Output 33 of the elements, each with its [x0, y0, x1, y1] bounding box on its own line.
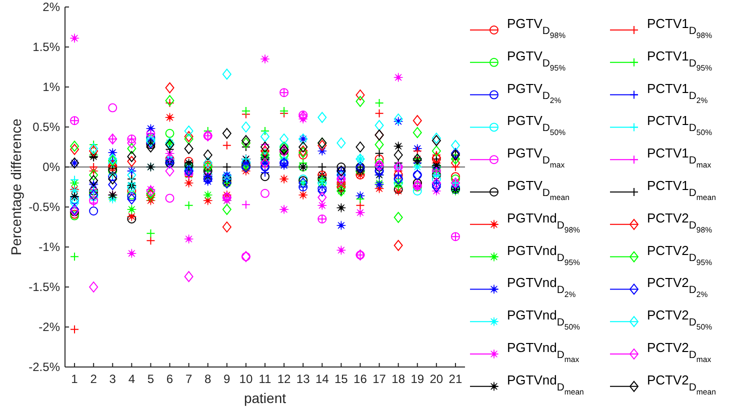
- y-tick-label: 1.5%: [32, 40, 60, 54]
- x-tick-label: 17: [372, 372, 386, 386]
- x-tick-label: 11: [258, 372, 272, 386]
- x-tick-label: 20: [430, 372, 444, 386]
- x-tick-label: 18: [392, 372, 406, 386]
- x-tick-label: 16: [354, 372, 368, 386]
- y-tick-label: -2%: [38, 320, 60, 334]
- x-tick-label: 1: [71, 372, 78, 386]
- x-tick-label: 13: [296, 372, 310, 386]
- y-tick-label: -1%: [38, 240, 60, 254]
- x-tick-label: 3: [109, 372, 116, 386]
- x-tick-label: 4: [128, 372, 136, 386]
- x-tick-label: 6: [166, 372, 174, 386]
- y-tick-label: -1.5%: [28, 280, 60, 294]
- x-tick-label: 14: [315, 372, 330, 386]
- y-tick-label: 2%: [42, 0, 60, 14]
- y-tick-label: -2.5%: [28, 360, 60, 374]
- y-tick-label: 0%: [42, 160, 60, 174]
- x-axis-title: patient: [244, 390, 286, 406]
- x-tick-label: 19: [410, 372, 424, 386]
- x-tick-label: 12: [277, 372, 292, 386]
- x-tick-label: 21: [448, 372, 462, 386]
- x-tick-label: 9: [224, 372, 231, 386]
- x-tick-label: 5: [147, 372, 154, 386]
- x-tick-label: 2: [90, 372, 98, 386]
- x-tick-label: 8: [204, 372, 212, 386]
- x-tick-label: 15: [334, 372, 348, 386]
- y-tick-label: 1%: [42, 80, 60, 94]
- x-tick-label: 7: [185, 372, 192, 386]
- y-tick-label: -0.5%: [28, 200, 60, 214]
- y-axis-title: Percentage difference: [8, 118, 24, 256]
- x-tick-label: 10: [239, 372, 253, 386]
- y-tick-label: 0.5%: [32, 120, 60, 134]
